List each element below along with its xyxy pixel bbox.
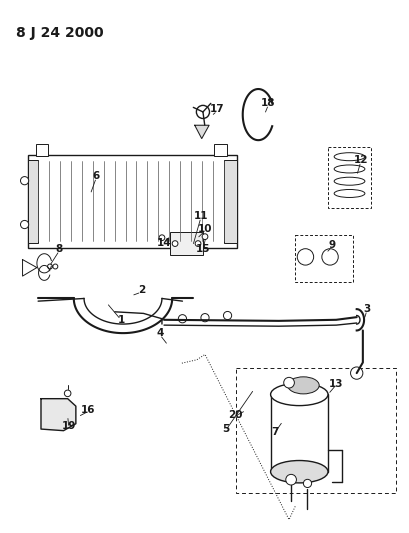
Ellipse shape (270, 461, 327, 483)
Bar (270, 394, 327, 472)
Text: 14: 14 (156, 238, 171, 248)
Text: 19: 19 (61, 422, 76, 431)
Circle shape (53, 264, 58, 269)
Circle shape (196, 106, 209, 118)
Bar (170, 232, 202, 255)
Circle shape (159, 235, 164, 240)
Circle shape (195, 241, 200, 246)
Text: 7: 7 (270, 427, 278, 437)
Bar (28, 160, 38, 243)
Circle shape (200, 313, 209, 322)
Bar (214, 144, 226, 156)
Polygon shape (41, 399, 76, 431)
Text: 8 J 24 2000: 8 J 24 2000 (16, 26, 103, 39)
Text: 10: 10 (197, 224, 212, 234)
Circle shape (202, 234, 207, 239)
Ellipse shape (270, 383, 327, 406)
Ellipse shape (333, 152, 364, 161)
Text: 9: 9 (328, 240, 335, 250)
Ellipse shape (333, 177, 364, 185)
Ellipse shape (333, 190, 364, 198)
Bar (327, 147, 370, 208)
Text: 2: 2 (137, 286, 145, 295)
Text: 8: 8 (56, 245, 63, 254)
Text: 20: 20 (228, 410, 243, 419)
Circle shape (20, 176, 29, 185)
Text: 1: 1 (117, 315, 124, 325)
Text: 4: 4 (156, 328, 163, 338)
Circle shape (64, 390, 71, 397)
Bar (28, 155, 236, 248)
Ellipse shape (333, 165, 364, 173)
Polygon shape (194, 125, 209, 139)
Circle shape (223, 311, 231, 320)
Circle shape (283, 377, 294, 388)
Circle shape (285, 474, 296, 485)
Text: 11: 11 (193, 211, 208, 221)
Ellipse shape (287, 377, 318, 394)
Text: 18: 18 (261, 98, 275, 108)
Circle shape (321, 249, 337, 265)
Circle shape (47, 264, 52, 269)
Bar (36, 144, 48, 156)
Text: 5: 5 (221, 424, 229, 434)
Bar (294, 235, 352, 282)
Circle shape (303, 479, 311, 488)
Text: 3: 3 (362, 304, 370, 314)
Circle shape (350, 367, 362, 379)
Text: 16: 16 (81, 406, 95, 415)
Bar (235, 368, 395, 493)
Bar (223, 160, 236, 243)
Circle shape (178, 314, 186, 323)
Text: 12: 12 (353, 155, 367, 165)
Text: 17: 17 (209, 104, 224, 114)
Text: 13: 13 (328, 379, 343, 389)
Circle shape (297, 249, 313, 265)
Circle shape (172, 241, 178, 246)
Text: 6: 6 (92, 171, 100, 181)
Polygon shape (22, 260, 37, 276)
Circle shape (20, 221, 29, 229)
Text: 15: 15 (195, 244, 210, 254)
